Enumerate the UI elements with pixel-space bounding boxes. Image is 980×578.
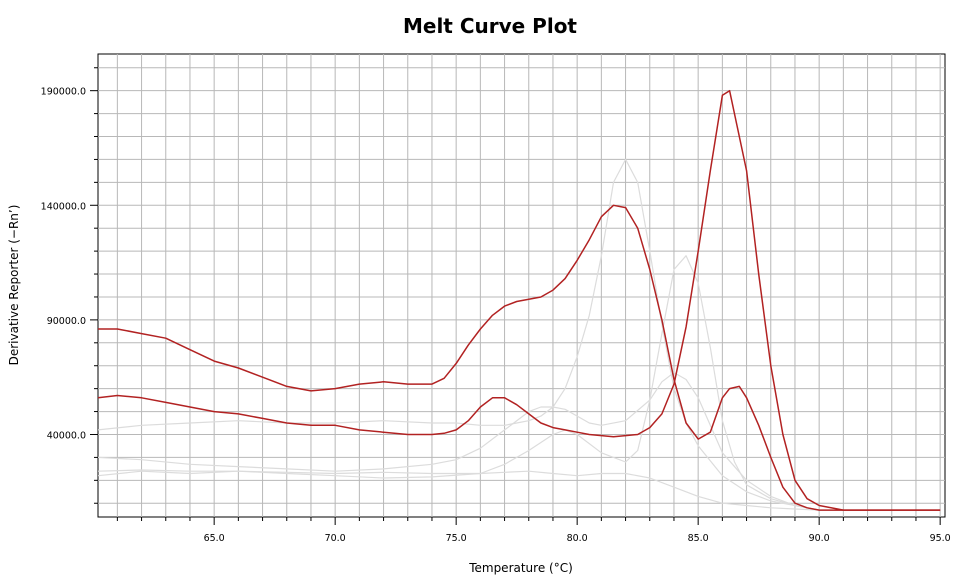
y-axis-title: Derivative Reporter (−Rn’) bbox=[7, 205, 21, 366]
grid-lines bbox=[98, 54, 945, 517]
highlighted-series-line bbox=[98, 204, 941, 511]
x-tick-label: 75.0 bbox=[446, 533, 467, 544]
y-tick-label: 190000.0 bbox=[41, 87, 86, 98]
plot-area bbox=[97, 53, 946, 518]
y-tick-label: 140000.0 bbox=[41, 201, 86, 212]
x-tick-label: 95.0 bbox=[930, 533, 951, 544]
highlighted-series-group bbox=[97, 89, 941, 511]
highlighted-series-line bbox=[97, 89, 941, 511]
x-tick-label: 90.0 bbox=[809, 533, 830, 544]
y-tick-label: 90000.0 bbox=[47, 316, 86, 327]
background-series-line bbox=[97, 469, 941, 511]
x-tick-label: 65.0 bbox=[204, 533, 225, 544]
x-axis-title: Temperature (°C) bbox=[468, 561, 573, 575]
x-tick-label: 70.0 bbox=[325, 533, 346, 544]
chart-title: Melt Curve Plot bbox=[402, 14, 577, 38]
x-tick-label: 85.0 bbox=[688, 533, 709, 544]
y-tick-label: 40000.0 bbox=[47, 430, 86, 441]
x-tick-label: 80.0 bbox=[567, 533, 588, 544]
axis-ticks: 65.0 70.0 75.0 80.0 85.0 90.0 95.0 40000.0 90000… bbox=[41, 67, 951, 544]
